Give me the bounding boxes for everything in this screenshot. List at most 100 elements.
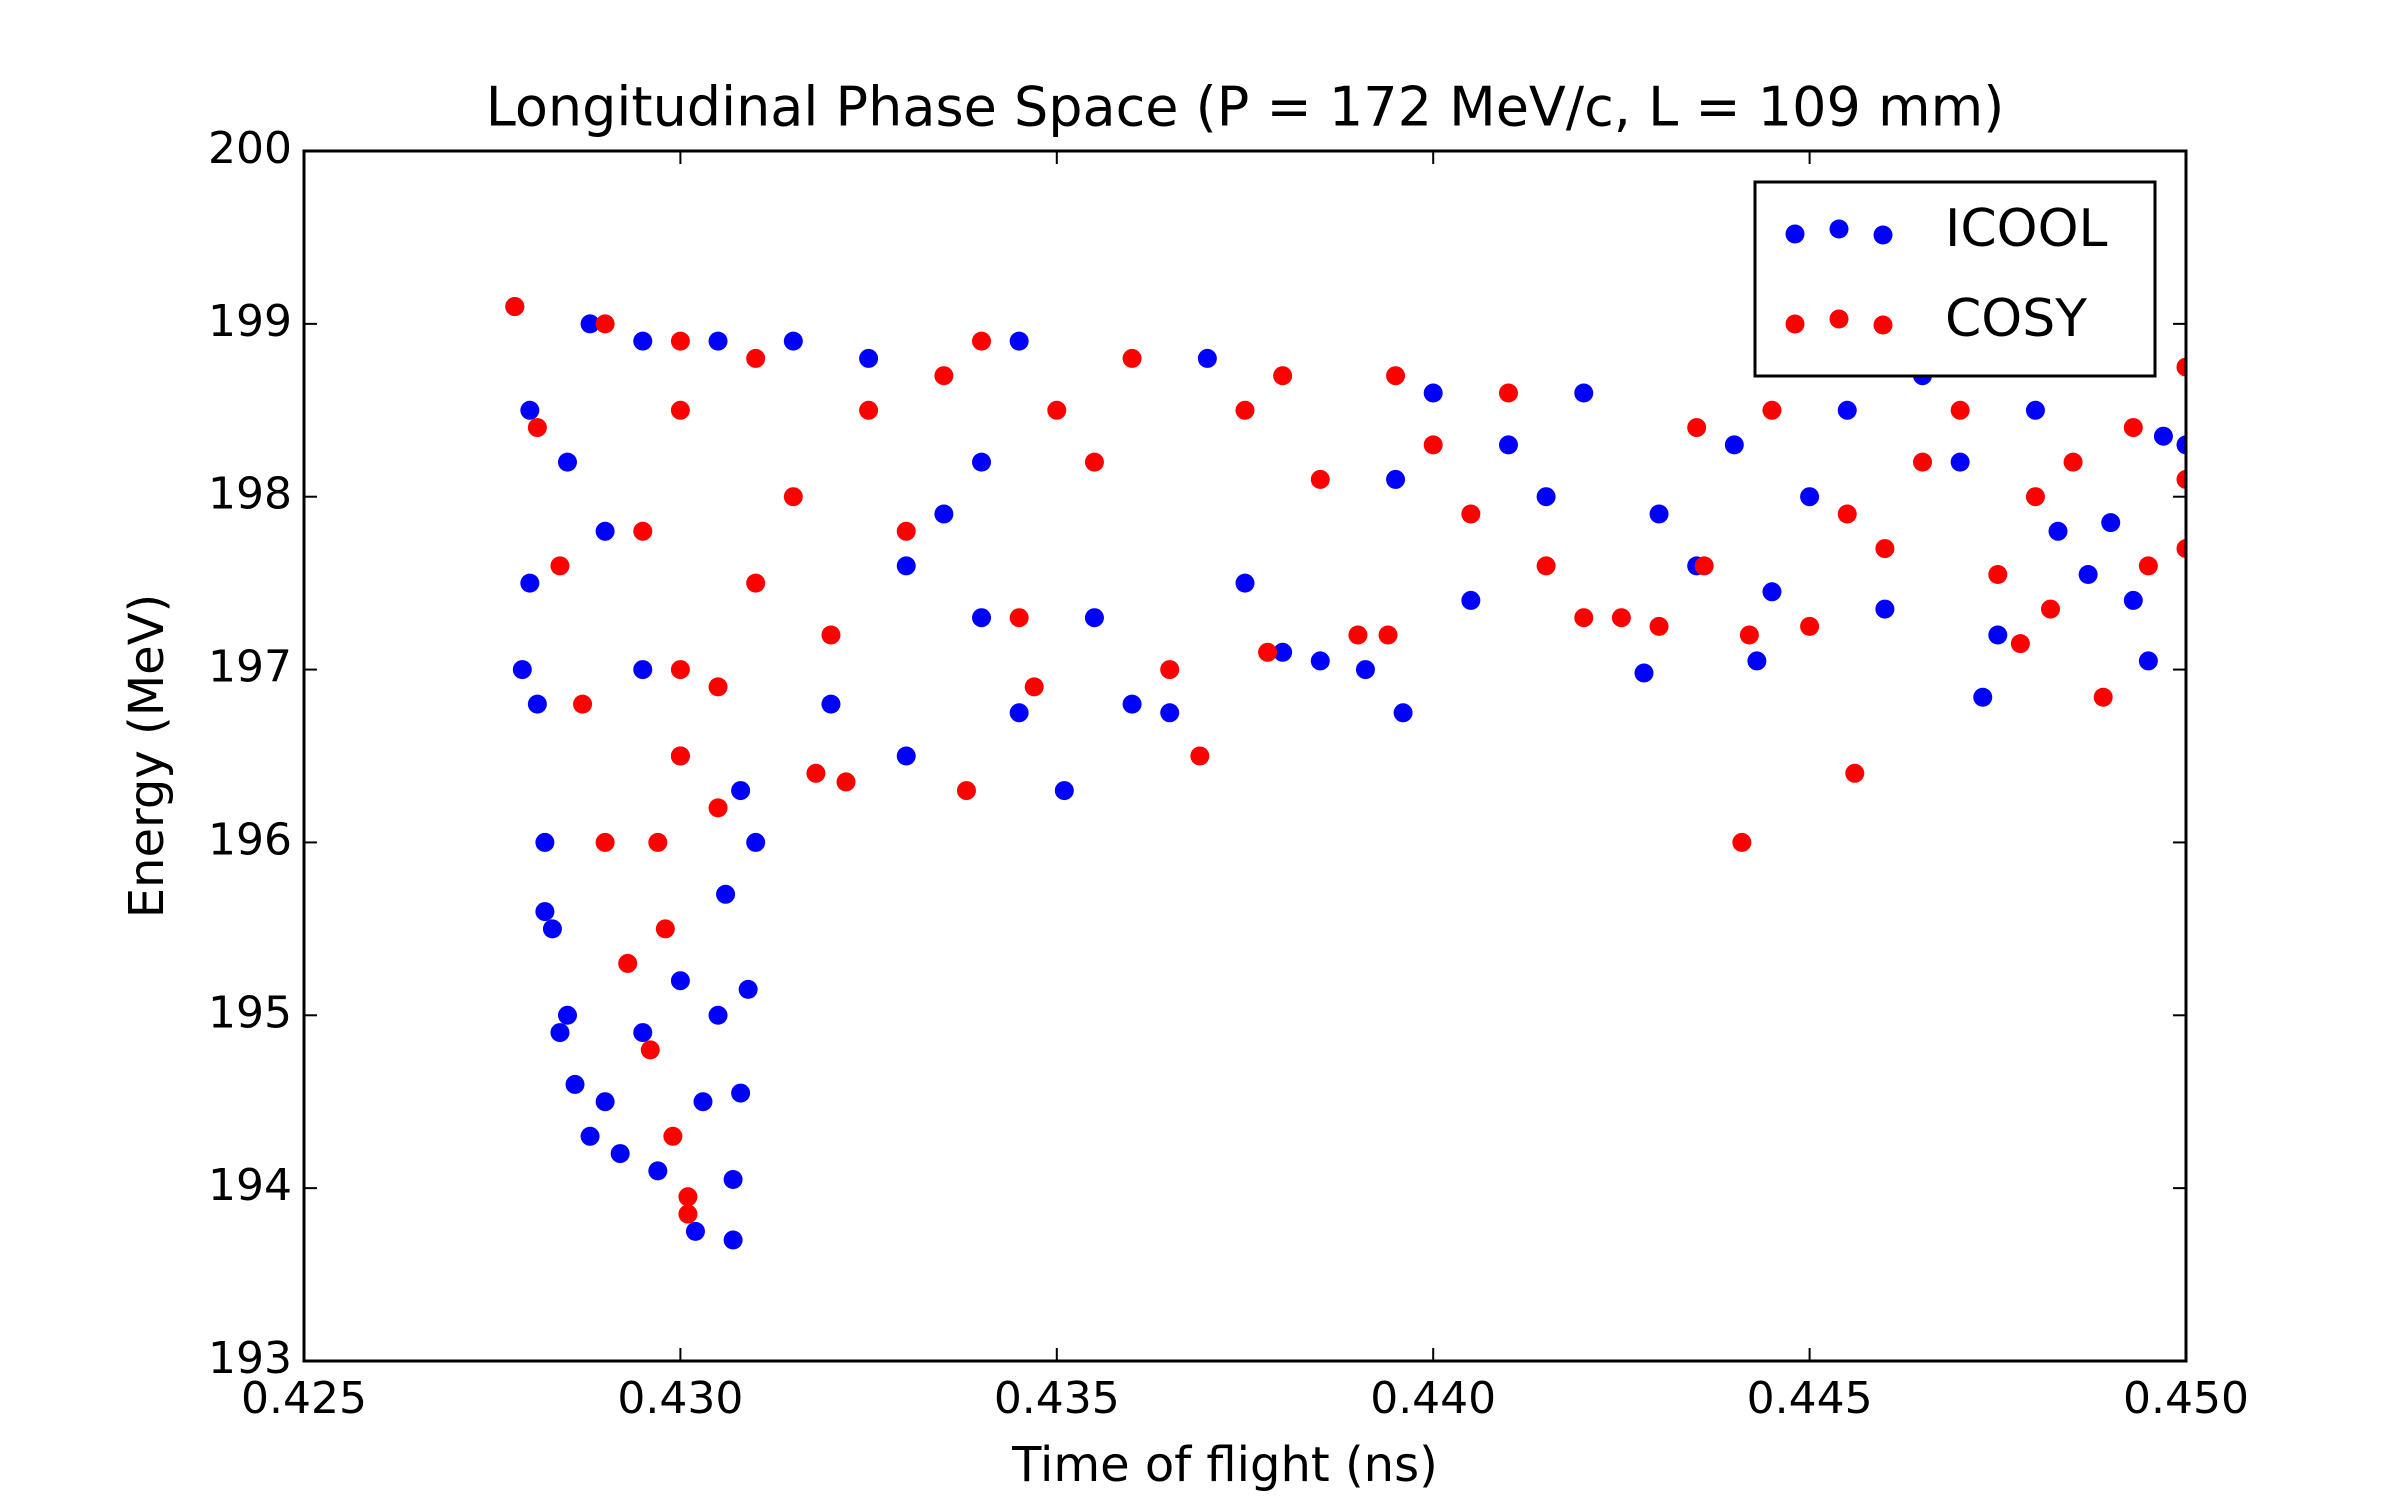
point <box>557 452 577 472</box>
point <box>746 832 766 852</box>
point <box>595 1092 615 1112</box>
point <box>821 625 841 645</box>
point <box>595 314 615 334</box>
y-tick-label: 193 <box>208 1333 292 1384</box>
point <box>1988 625 2008 645</box>
point <box>1160 660 1180 680</box>
point <box>663 1126 683 1146</box>
point <box>633 521 653 541</box>
point <box>1950 452 1970 472</box>
point <box>1122 348 1142 368</box>
point <box>633 660 653 680</box>
point <box>2101 513 2121 533</box>
point <box>633 331 653 351</box>
point <box>527 418 547 438</box>
point <box>535 832 555 852</box>
point <box>678 1204 698 1224</box>
point <box>1235 400 1255 420</box>
point <box>1634 663 1654 683</box>
point <box>716 884 736 904</box>
point <box>678 1187 698 1207</box>
point <box>1235 573 1255 593</box>
point <box>1800 487 1820 507</box>
point <box>1837 400 1857 420</box>
point <box>670 400 690 420</box>
y-tick-label: 198 <box>208 469 292 520</box>
point <box>1310 469 1330 489</box>
point <box>693 1092 713 1112</box>
y-tick-label: 195 <box>208 987 292 1038</box>
point <box>1973 687 1993 707</box>
point <box>2025 400 2045 420</box>
point <box>2048 521 2068 541</box>
y-tick-label: 194 <box>208 1160 292 1211</box>
point <box>2078 565 2098 584</box>
x-tick-label: 0.425 <box>241 1373 367 1424</box>
point <box>573 694 593 714</box>
point <box>1009 703 1029 723</box>
point <box>1747 651 1767 671</box>
point <box>934 504 954 524</box>
y-tick-label: 199 <box>208 296 292 347</box>
point <box>1054 781 1074 801</box>
point <box>821 694 841 714</box>
point <box>896 556 916 576</box>
point <box>670 746 690 766</box>
point <box>1498 383 1518 403</box>
point <box>1423 435 1443 455</box>
point <box>738 979 758 999</box>
point <box>1122 694 1142 714</box>
point <box>595 521 615 541</box>
point <box>1875 539 1895 559</box>
point <box>685 1221 705 1241</box>
point <box>1084 452 1104 472</box>
point <box>956 781 976 801</box>
point <box>595 832 615 852</box>
point <box>1393 703 1413 723</box>
point <box>723 1230 743 1250</box>
point <box>550 556 570 576</box>
point <box>520 400 540 420</box>
x-axis-label: Time of flight (ns) <box>1011 1437 1438 1493</box>
point <box>557 1005 577 1025</box>
plot-area <box>505 297 2186 1250</box>
point <box>535 902 555 922</box>
legend-marker <box>1873 225 1893 245</box>
point <box>1160 703 1180 723</box>
point <box>1378 625 1398 645</box>
point <box>1348 625 1368 645</box>
point <box>723 1170 743 1189</box>
point <box>1047 400 1067 420</box>
point <box>1536 487 1556 507</box>
point <box>2176 539 2186 559</box>
point <box>648 832 668 852</box>
point <box>670 971 690 991</box>
point <box>783 487 803 507</box>
point <box>505 297 525 317</box>
point <box>2176 357 2186 377</box>
point <box>1837 504 1857 524</box>
y-axis-label: Energy (MeV) <box>119 594 175 919</box>
point <box>1694 556 1714 576</box>
point <box>1273 642 1293 662</box>
point <box>896 521 916 541</box>
point <box>1649 504 1669 524</box>
legend-label: ICOOL <box>1945 199 2108 259</box>
x-tick-label: 0.440 <box>1370 1373 1496 1424</box>
point <box>1732 832 1752 852</box>
point <box>670 331 690 351</box>
point <box>2176 435 2186 455</box>
point <box>1739 625 1759 645</box>
legend-marker <box>1829 219 1849 239</box>
point <box>806 763 826 783</box>
point <box>746 348 766 368</box>
legend-marker <box>1785 224 1805 244</box>
point <box>1009 608 1029 628</box>
point <box>1386 469 1406 489</box>
point <box>1950 400 1970 420</box>
point <box>1875 599 1895 619</box>
point <box>2123 590 2143 610</box>
point <box>1762 582 1782 602</box>
point <box>2153 426 2173 446</box>
